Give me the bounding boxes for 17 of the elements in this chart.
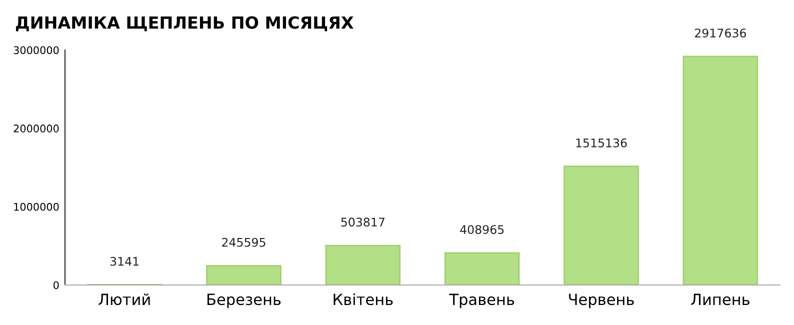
x-tick-label: Березень bbox=[208, 294, 281, 308]
x-tick-label: Червень bbox=[569, 294, 634, 308]
x-tick-label: Травень bbox=[449, 294, 514, 308]
data-label: 408965 bbox=[460, 225, 504, 234]
y-tick-label: 2000000 bbox=[14, 124, 59, 132]
x-tick-label: Лютий bbox=[98, 293, 150, 306]
y-tick-label: 0 bbox=[54, 281, 59, 290]
x-tick-label: Квітень bbox=[334, 293, 393, 306]
chart-title: ДИНАМІКА ЩЕПЛЕНЬ ПО МІСЯЦЯХ bbox=[16, 16, 354, 32]
data-label: 245595 bbox=[222, 238, 266, 247]
data-label: 1515136 bbox=[576, 138, 627, 148]
data-label: 2917636 bbox=[694, 28, 746, 38]
data-label: 3141 bbox=[110, 256, 139, 266]
data-label: 503817 bbox=[341, 218, 384, 227]
y-tick-label: 3000000 bbox=[14, 46, 59, 54]
y-tick-label: 1000000 bbox=[14, 202, 59, 211]
x-tick-label: Липень bbox=[691, 294, 750, 306]
